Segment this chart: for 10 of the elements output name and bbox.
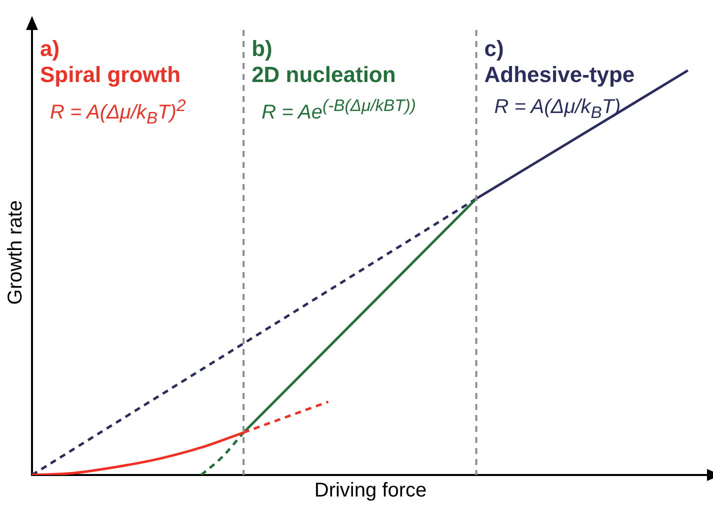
text: b) <box>252 36 274 62</box>
annotation: R = A(Δμ/k$_{B}$T)$^{2}$ <box>49 96 186 129</box>
annotation: Adhesive-type <box>484 62 635 88</box>
annotation: R = Ae$^{(-B(Δμ/kBT))}$ <box>260 96 416 125</box>
annotation: Spiral growth <box>40 62 182 88</box>
x-axis-title: Driving force <box>314 480 427 502</box>
annotation: 2D nucleation <box>252 62 397 88</box>
text: c) <box>484 36 505 62</box>
y-axis-title: Growth rate <box>4 200 27 305</box>
text: a) <box>40 36 61 62</box>
